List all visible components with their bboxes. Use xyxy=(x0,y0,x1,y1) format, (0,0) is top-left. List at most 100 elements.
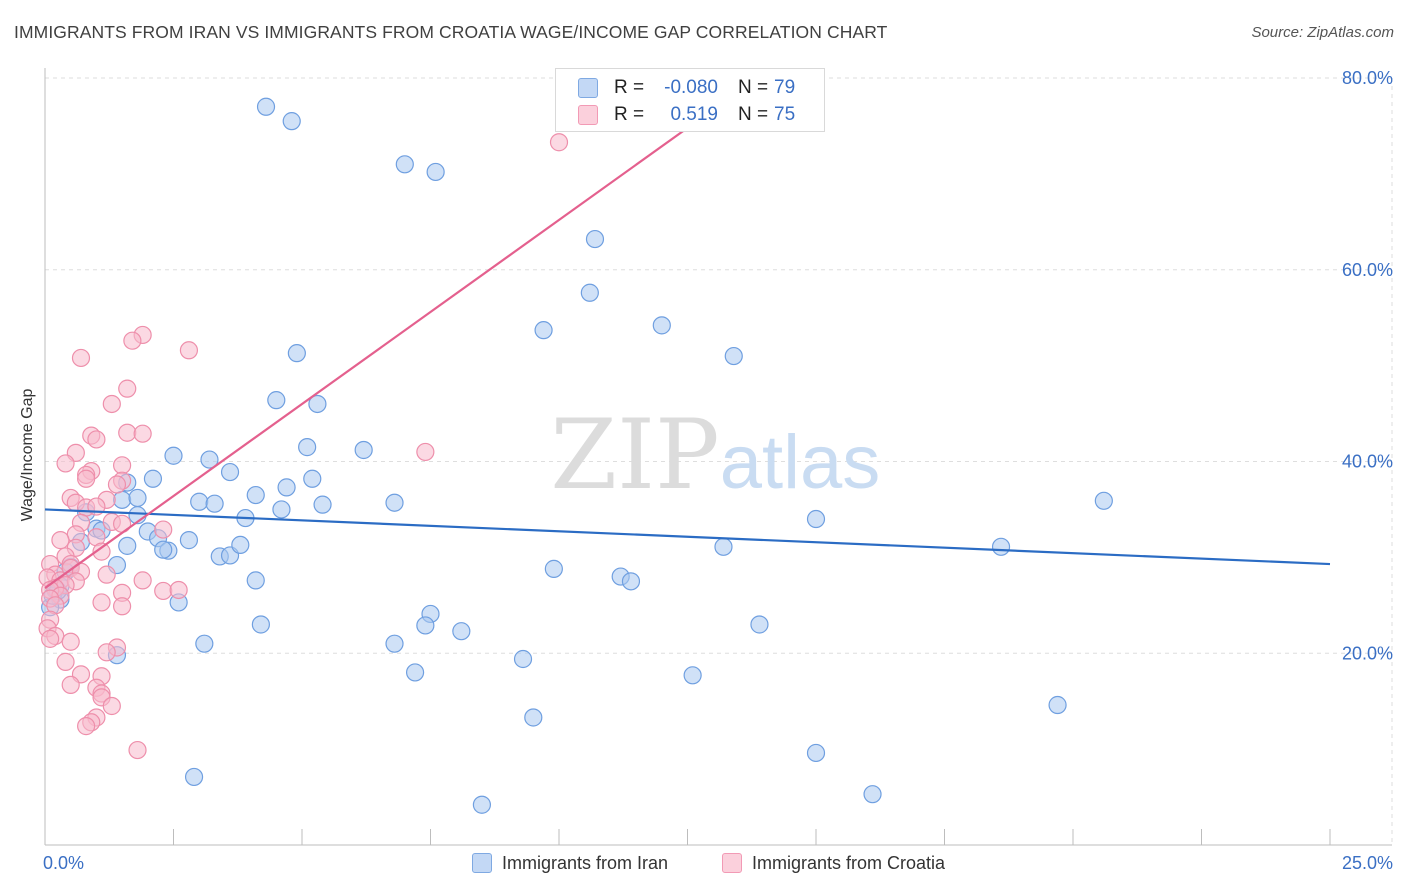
iran-point xyxy=(580,283,599,302)
iran-point xyxy=(714,537,733,556)
iran-point xyxy=(385,493,404,512)
iran-point xyxy=(287,344,306,363)
legend-label-iran: Immigrants from Iran xyxy=(502,853,669,873)
iran-point xyxy=(750,615,769,634)
croatia-point xyxy=(97,565,116,584)
iran-point xyxy=(534,321,553,340)
croatia-point xyxy=(87,430,106,449)
iran-point xyxy=(395,155,414,174)
r-label: R = xyxy=(614,104,645,125)
tick-labels: 20.0% 40.0% 60.0% 80.0% 0.0% 25.0% xyxy=(43,68,1393,873)
iran-point xyxy=(267,391,286,410)
iran-point xyxy=(256,97,276,116)
y-tick-label: 60.0% xyxy=(1342,260,1393,280)
croatia-point xyxy=(416,442,435,462)
iran-point xyxy=(585,229,605,249)
croatia-point xyxy=(133,424,152,443)
watermark-atlas: atlas xyxy=(720,420,881,505)
iran-point xyxy=(426,162,445,182)
iran-point xyxy=(1048,695,1067,715)
n-label: N = xyxy=(738,77,769,98)
iran-point xyxy=(544,559,563,578)
iran-point xyxy=(118,536,137,555)
x-tick-label: 25.0% xyxy=(1342,853,1393,873)
iran-point xyxy=(277,478,296,497)
iran-point xyxy=(220,462,240,482)
iran-swatch xyxy=(472,853,492,873)
iran-trend-line xyxy=(44,508,1331,566)
iran-point xyxy=(179,531,199,550)
croatia-point xyxy=(102,394,121,414)
croatia-point xyxy=(112,456,132,475)
croatia-point xyxy=(56,652,75,671)
r-value: 0.519 xyxy=(670,104,718,125)
iran-swatch xyxy=(578,78,598,98)
iran-point xyxy=(282,112,301,131)
y-axis-label: Wage/Income Gap xyxy=(19,388,36,522)
iran-point xyxy=(652,316,671,335)
croatia-point xyxy=(118,423,137,442)
croatia-swatch xyxy=(578,105,598,125)
scatter-points xyxy=(38,97,1113,814)
iran-point xyxy=(452,622,471,641)
iran-point xyxy=(143,469,163,488)
croatia-point xyxy=(97,643,116,662)
croatia-point xyxy=(61,675,80,694)
watermark: ZIP atlas xyxy=(550,399,880,511)
iran-point xyxy=(164,446,183,465)
iran-point xyxy=(251,615,270,634)
croatia-point xyxy=(128,740,147,760)
iran-point xyxy=(231,535,250,555)
iran-point xyxy=(524,708,543,727)
legend-label-croatia: Immigrants from Croatia xyxy=(752,853,946,873)
n-label: N = xyxy=(738,104,769,125)
y-tick-label: 80.0% xyxy=(1342,68,1393,88)
iran-point xyxy=(298,438,317,457)
iran-point xyxy=(621,572,641,591)
iran-point xyxy=(195,634,214,653)
croatia-point xyxy=(112,597,132,616)
iran-point xyxy=(513,649,533,669)
iran-point xyxy=(1094,491,1113,510)
croatia-point xyxy=(92,593,111,612)
croatia-point xyxy=(123,331,142,350)
iran-point xyxy=(806,743,826,763)
iran-point xyxy=(991,537,1011,556)
y-tick-label: 40.0% xyxy=(1342,452,1393,472)
iran-point xyxy=(472,795,491,814)
croatia-point xyxy=(549,133,569,152)
iran-point xyxy=(190,492,209,511)
croatia-point xyxy=(71,348,91,368)
iran-point xyxy=(184,767,204,787)
croatia-point xyxy=(77,717,96,736)
iran-point xyxy=(313,495,332,514)
trend-lines xyxy=(44,82,1331,589)
croatia-point xyxy=(154,520,173,539)
source-label: Source: ZipAtlas.com xyxy=(1251,24,1394,41)
croatia-point xyxy=(61,632,80,651)
croatia-point xyxy=(154,581,173,601)
croatia-point xyxy=(51,531,70,550)
iran-point xyxy=(863,785,882,804)
iran-point xyxy=(354,440,373,460)
iran-point xyxy=(200,450,219,469)
legend-row-iran: R = -0.080 N = 79 xyxy=(556,75,824,101)
iran-point xyxy=(724,346,743,366)
iran-point xyxy=(246,485,265,505)
croatia-point xyxy=(41,629,60,648)
correlation-legend: R = -0.080 N = 79 R = 0.519 N = 75 xyxy=(555,68,825,132)
iran-point xyxy=(405,663,425,682)
croatia-point xyxy=(169,580,188,600)
croatia-point xyxy=(56,454,75,473)
n-value: 75 xyxy=(774,104,796,125)
iran-point xyxy=(205,494,224,513)
axes xyxy=(44,68,1392,846)
iran-point xyxy=(128,488,147,508)
croatia-point xyxy=(77,469,96,488)
chart-title: IMMIGRANTS FROM IRAN VS IMMIGRANTS FROM … xyxy=(14,22,888,42)
watermark-zip: ZIP xyxy=(550,399,719,511)
iran-point xyxy=(385,634,404,653)
iran-point xyxy=(308,394,327,414)
croatia-point xyxy=(102,696,121,716)
r-value: -0.080 xyxy=(664,77,718,98)
